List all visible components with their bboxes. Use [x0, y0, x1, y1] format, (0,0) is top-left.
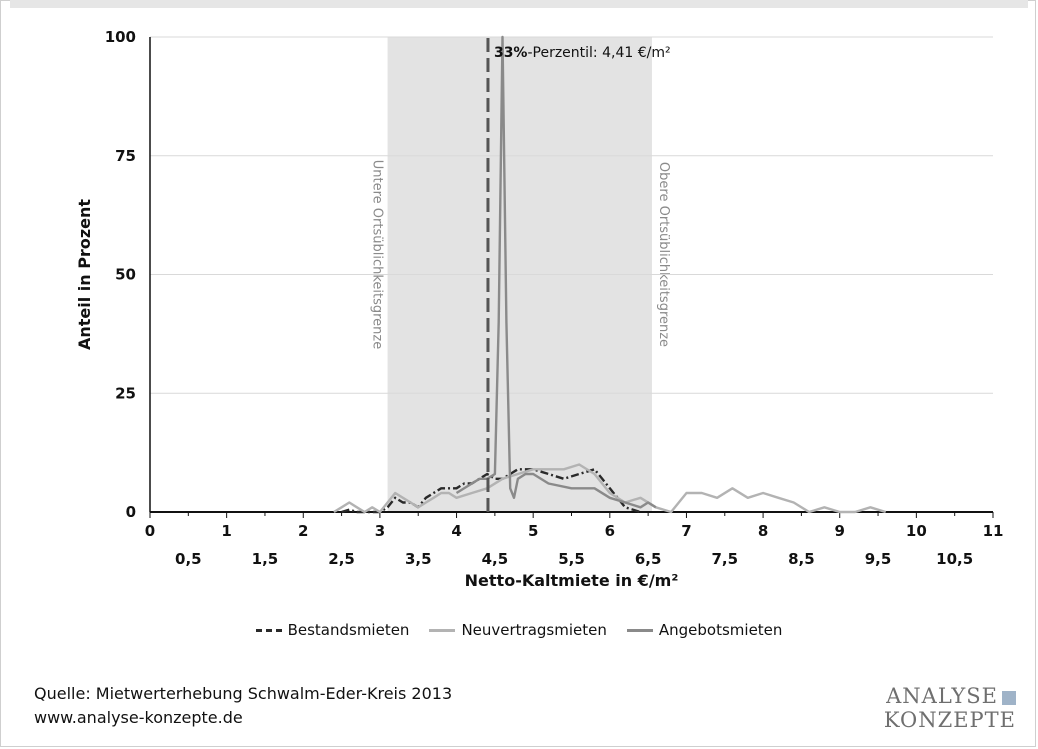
- legend-item: Neuvertragsmieten: [429, 620, 607, 639]
- y-axis-title: Anteil in Prozent: [75, 199, 94, 350]
- legend-item: Angebotsmieten: [626, 620, 783, 639]
- legend-label: Angebotsmieten: [658, 620, 783, 639]
- x-minor-tick-label: 6,5: [635, 550, 662, 568]
- band-label-lower: Untere Ortsüblichkeitsgrenze: [370, 160, 385, 350]
- x-tick-label: 1: [221, 522, 231, 540]
- percentile-annotation: 33%-Perzentil: 4,41 €/m²: [494, 45, 671, 61]
- x-tick-label: 8: [758, 522, 768, 540]
- x-minor-tick-label: 4,5: [482, 550, 509, 568]
- series-line-angebotsmieten: [455, 35, 657, 509]
- source-note: Quelle: Mietwerterhebung Schwalm-Eder-Kr…: [34, 682, 452, 730]
- source-line: Quelle: Mietwerterhebung Schwalm-Eder-Kr…: [34, 684, 453, 703]
- x-minor-tick-label: 0,5: [175, 550, 202, 568]
- x-minor-tick-label: 8,5: [788, 550, 815, 568]
- legend-swatch: [626, 628, 653, 632]
- x-minor-tick-label: 7,5: [711, 550, 738, 568]
- x-tick-label: 4: [451, 522, 461, 540]
- series-line-neuvertragsmieten: [333, 463, 887, 514]
- legend-label: Bestandsmieten: [287, 620, 410, 639]
- x-tick-label: 6: [605, 522, 615, 540]
- chart-svg: Untere Ortsüblichkeitsgrenze Obere Ortsüb…: [75, 28, 1004, 590]
- legend: Bestandsmieten Neuvertragsmieten Angebotsm…: [0, 620, 1038, 639]
- legend-label: Neuvertragsmieten: [461, 620, 607, 639]
- y-tick-label: 75: [115, 147, 136, 165]
- x-tick-label: 2: [298, 522, 308, 540]
- company-logo: ANALYSE KONZEPTE: [884, 684, 1016, 732]
- top-strip: [10, 0, 1028, 8]
- x-tick-label: 5: [528, 522, 538, 540]
- x-tick-label: 9: [835, 522, 845, 540]
- x-minor-tick-label: 1,5: [252, 550, 279, 568]
- source-url: www.analyse-konzepte.de: [34, 708, 243, 727]
- x-tick-label: 11: [983, 522, 1004, 540]
- y-tick-label: 25: [115, 384, 136, 402]
- y-tick-label: 0: [126, 503, 136, 521]
- x-minor-tick-label: 9,5: [865, 550, 892, 568]
- y-tick-label: 100: [105, 28, 136, 46]
- logo-line-2: KONZEPTE: [883, 708, 1016, 732]
- x-axis-title: Netto-Kaltmiete in €/m²: [465, 571, 679, 590]
- x-minor-tick-label: 5,5: [558, 550, 585, 568]
- x-minor-tick-label: 2,5: [328, 550, 355, 568]
- logo-line-1: ANALYSE: [884, 684, 1016, 708]
- x-tick-label: 0: [145, 522, 155, 540]
- x-tick-label: 7: [681, 522, 691, 540]
- x-minor-tick-label: 3,5: [405, 550, 432, 568]
- legend-item: Bestandsmieten: [255, 620, 410, 639]
- legend-swatch: [429, 628, 456, 632]
- logo-mark-icon: [1002, 690, 1016, 705]
- y-tick-label: 50: [115, 266, 136, 284]
- x-tick-label: 10: [906, 522, 927, 540]
- x-minor-tick-label: 10,5: [936, 550, 973, 568]
- band-label-upper: Obere Ortsüblichkeitsgrenze: [656, 162, 671, 347]
- legend-swatch: [255, 628, 282, 632]
- x-tick-label: 3: [375, 522, 385, 540]
